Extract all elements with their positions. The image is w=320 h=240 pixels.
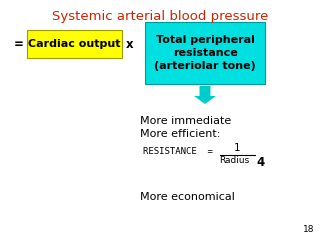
Text: Radius: Radius <box>220 156 250 165</box>
Text: More economical: More economical <box>140 192 235 202</box>
Text: 1: 1 <box>234 143 241 153</box>
Text: 4: 4 <box>256 156 264 169</box>
Bar <box>27 30 122 58</box>
Text: Cardiac output: Cardiac output <box>28 39 121 49</box>
Text: RESISTANCE  =: RESISTANCE = <box>143 148 213 156</box>
Text: Total peripheral
resistance
(arteriolar tone): Total peripheral resistance (arteriolar … <box>154 35 256 71</box>
Text: x: x <box>126 38 134 52</box>
Text: Systemic arterial blood pressure: Systemic arterial blood pressure <box>52 10 268 23</box>
Text: =: = <box>14 38 24 52</box>
Text: 18: 18 <box>302 225 314 234</box>
FancyArrow shape <box>194 86 216 104</box>
Text: More immediate: More immediate <box>140 116 231 126</box>
Text: More efficient:: More efficient: <box>140 129 220 139</box>
Bar <box>145 22 265 84</box>
